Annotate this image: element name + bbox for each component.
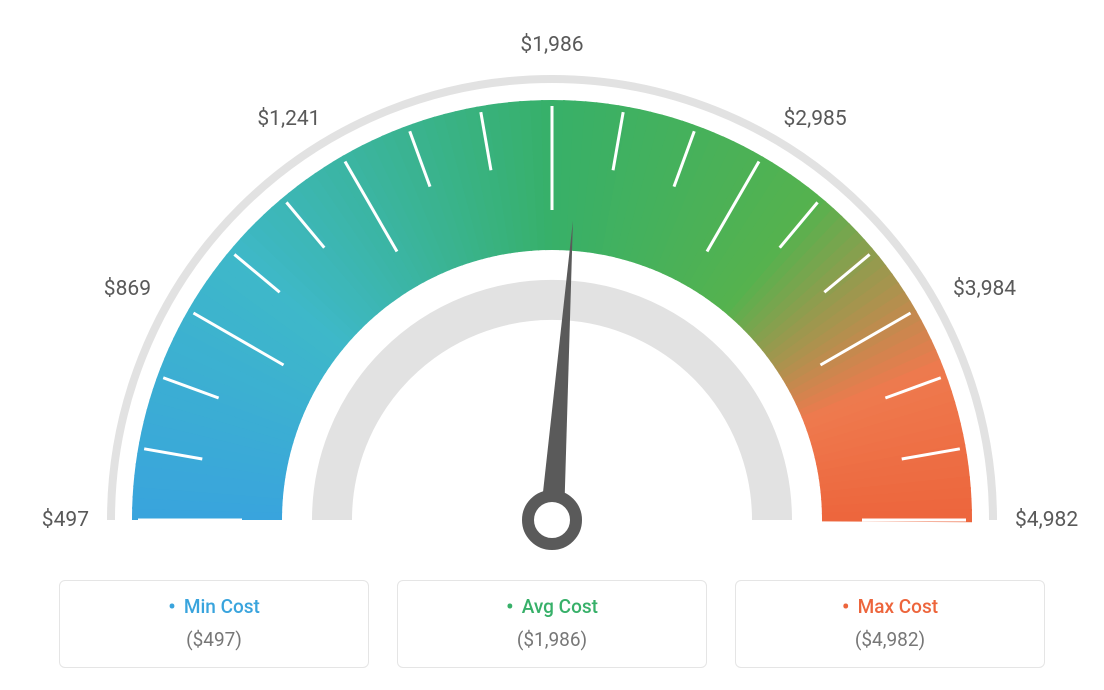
legend-card-max: Max Cost ($4,982) — [735, 580, 1045, 668]
legend-title-min: Min Cost — [60, 595, 368, 620]
legend-row: Min Cost ($497) Avg Cost ($1,986) Max Co… — [0, 580, 1104, 668]
gauge-tick-label: $1,241 — [257, 107, 320, 131]
legend-title-max: Max Cost — [736, 595, 1044, 620]
gauge-tick-label: $3,984 — [953, 277, 1016, 301]
legend-card-avg: Avg Cost ($1,986) — [397, 580, 707, 668]
legend-title-avg: Avg Cost — [398, 595, 706, 620]
gauge-svg — [62, 30, 1042, 570]
gauge-tick-label: $1,986 — [520, 33, 583, 57]
gauge-tick-label: $497 — [42, 508, 89, 532]
legend-value-min: ($497) — [60, 628, 368, 651]
legend-card-min: Min Cost ($497) — [59, 580, 369, 668]
legend-value-avg: ($1,986) — [398, 628, 706, 651]
legend-value-max: ($4,982) — [736, 628, 1044, 651]
gauge-chart: $497 $869 $1,241 $1,986 $2,985 $3,984 $4,982 — [0, 0, 1104, 560]
gauge-tick-label: $4,982 — [1015, 508, 1078, 532]
gauge-tick-label: $2,985 — [784, 107, 847, 131]
gauge-tick-label: $869 — [104, 277, 151, 301]
